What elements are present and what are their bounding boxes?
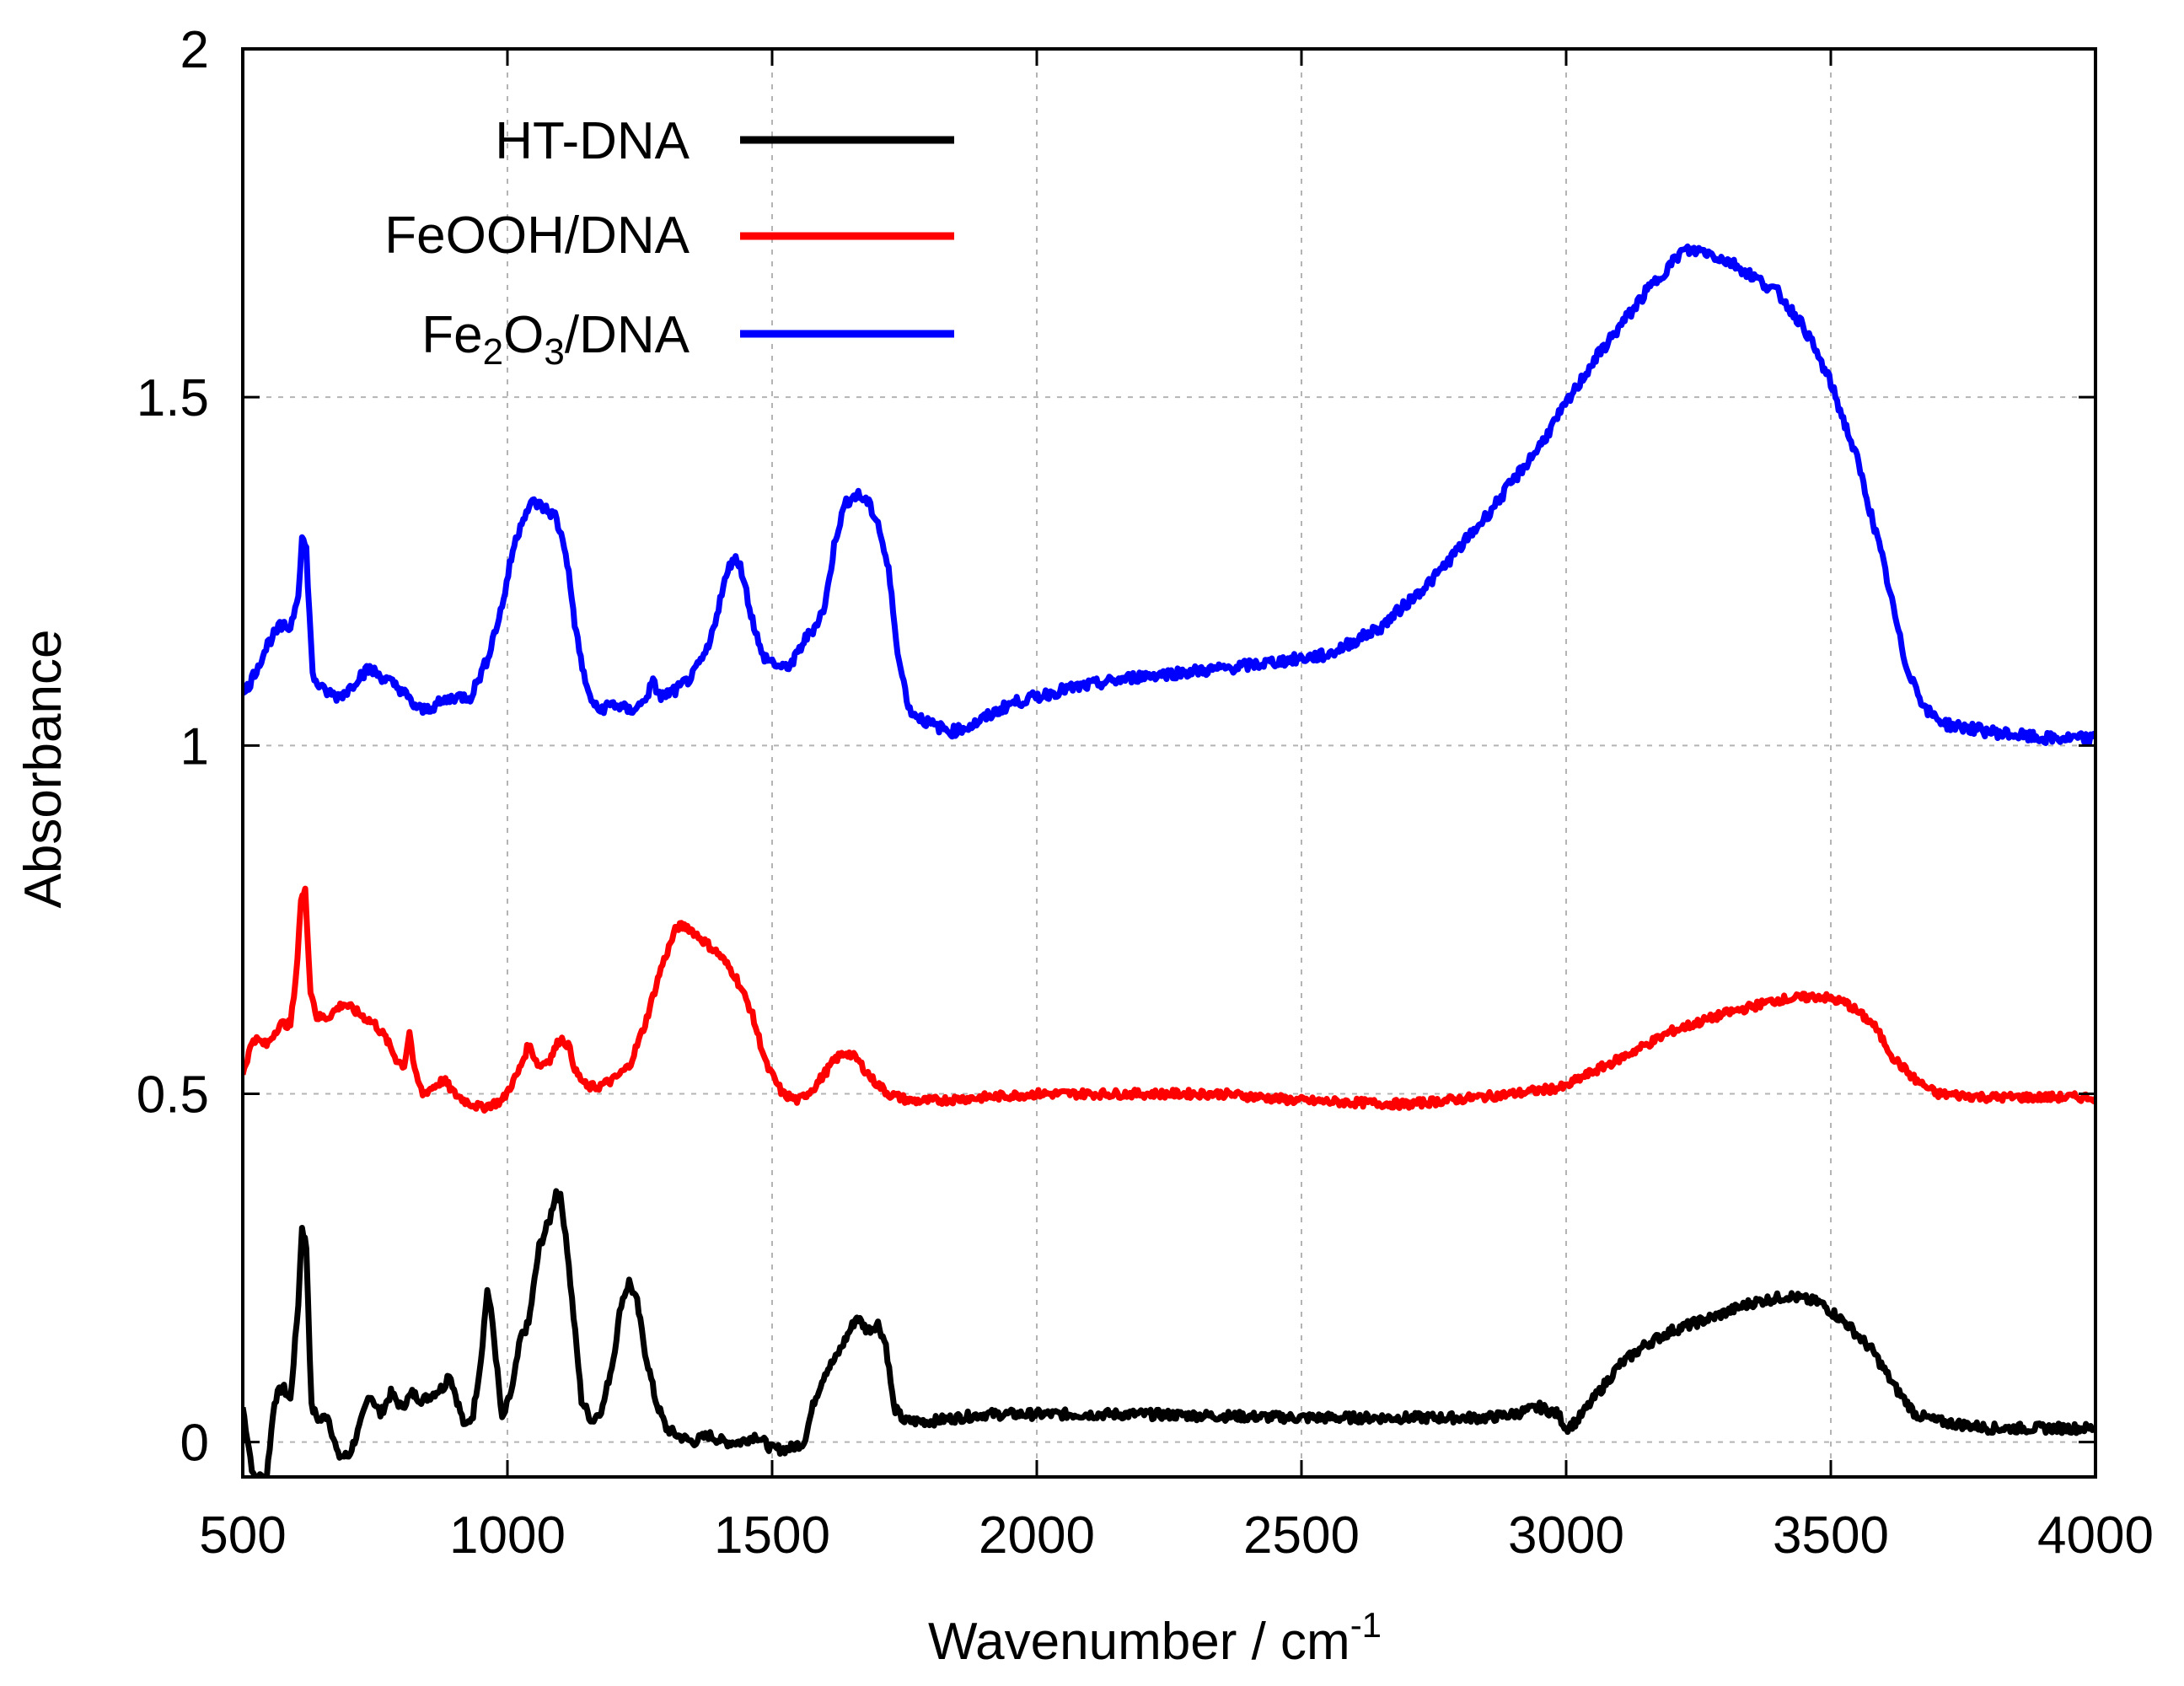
y-tick-label: 2 — [180, 21, 209, 79]
x-tick-label: 2000 — [979, 1506, 1095, 1565]
legend-text-sub-2: 2 — [483, 331, 503, 373]
x-tick-label: 3000 — [1508, 1506, 1624, 1565]
series-line-fe2o3-dna — [243, 243, 2095, 747]
legend-label-fe2o3-dna: Fe2O3/DNA — [421, 306, 690, 373]
legend-label-feooh-dna: FeOOH/DNA — [384, 207, 690, 265]
y-tick-label: 1.5 — [137, 369, 209, 427]
x-tick-label: 2500 — [1243, 1506, 1360, 1565]
legend-text-o: O — [503, 306, 544, 364]
x-tick-label: 500 — [199, 1506, 286, 1565]
gridlines — [243, 49, 2095, 1477]
x-tick-label: 1500 — [714, 1506, 830, 1565]
legend-label-ht-dna: HT-DNA — [495, 112, 690, 170]
series-lines — [243, 243, 2095, 1477]
x-axis-label-text: Wavenumber / cm — [928, 1613, 1350, 1671]
y-axis-label: Absorbance — [14, 630, 72, 909]
x-axis-label-superscript: -1 — [1350, 1605, 1382, 1645]
legend-text-sub-3: 3 — [544, 331, 564, 373]
y-tick-label: 0.5 — [137, 1066, 209, 1125]
legend-text-fe: Fe — [421, 306, 482, 364]
x-tick-label: 3500 — [1773, 1506, 1889, 1565]
series-line-ht-dna — [243, 1188, 2095, 1477]
x-axis-label: Wavenumber / cm-1 — [928, 1605, 1382, 1671]
x-tick-label: 1000 — [449, 1506, 566, 1565]
legend-text-dna: /DNA — [565, 306, 690, 364]
plot-frame — [241, 47, 2097, 1479]
y-tick-label: 0 — [180, 1415, 209, 1473]
legend: HT-DNA FeOOH/DNA Fe2O3/DNA — [384, 112, 954, 373]
axis-ticks: 500 1000 1500 2000 2500 3000 3500 4000 0 0.5 1 1.5 2 — [137, 21, 2154, 1565]
y-tick-label: 1 — [180, 717, 209, 776]
x-tick-label: 4000 — [2037, 1506, 2154, 1565]
series-line-feooh-dna — [243, 885, 2095, 1114]
